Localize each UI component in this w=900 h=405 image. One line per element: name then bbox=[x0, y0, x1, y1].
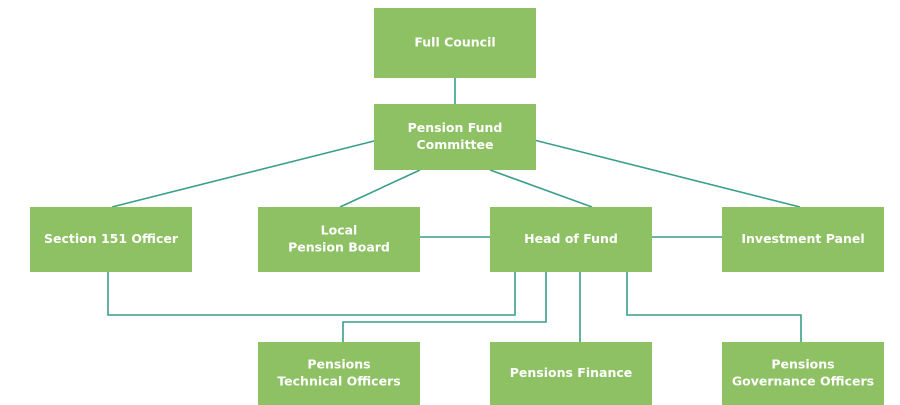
connector bbox=[339, 169, 421, 208]
node-box bbox=[374, 8, 536, 78]
node: Pension Fund Committee bbox=[374, 104, 536, 170]
connector bbox=[533, 139, 801, 208]
node: Pensions Governance Officers bbox=[722, 342, 884, 405]
node-box bbox=[30, 207, 192, 272]
node-box bbox=[258, 207, 420, 272]
node-label: Technical Officers bbox=[277, 374, 400, 389]
node-label: Head of Fund bbox=[524, 231, 618, 246]
node-box bbox=[374, 104, 536, 170]
node-box bbox=[490, 342, 652, 405]
node: Local Pension Board bbox=[258, 207, 420, 272]
node-label: Section 151 Officer bbox=[44, 231, 179, 246]
connector bbox=[489, 169, 593, 208]
node-label: Pensions bbox=[771, 357, 834, 372]
node: Section 151 Officer bbox=[30, 207, 192, 272]
node-box bbox=[722, 342, 884, 405]
connector bbox=[111, 139, 379, 208]
node: Full Council bbox=[374, 8, 536, 78]
node-label: Committee bbox=[416, 137, 493, 152]
node: Investment Panel bbox=[722, 207, 884, 272]
node-box bbox=[490, 207, 652, 272]
node: Head of Fund bbox=[490, 207, 652, 272]
node-label: Investment Panel bbox=[741, 231, 864, 246]
node-box bbox=[722, 207, 884, 272]
node-label: Governance Officers bbox=[732, 374, 874, 389]
node-label: Local bbox=[321, 223, 358, 238]
connectors bbox=[107, 78, 802, 342]
node-label: Pension Fund bbox=[408, 120, 503, 135]
connector bbox=[626, 272, 802, 342]
node: Pensions Finance bbox=[490, 342, 652, 405]
node-label: Full Council bbox=[414, 35, 495, 50]
connector bbox=[342, 272, 547, 342]
connector bbox=[107, 272, 516, 316]
boxes: Full Council Pension Fund Committee Section… bbox=[30, 8, 884, 405]
node-label: Pensions Finance bbox=[510, 365, 633, 380]
node: Pensions Technical Officers bbox=[258, 342, 420, 405]
node-label: Pension Board bbox=[288, 240, 390, 255]
node-label: Pensions bbox=[307, 357, 370, 372]
node-box bbox=[258, 342, 420, 405]
